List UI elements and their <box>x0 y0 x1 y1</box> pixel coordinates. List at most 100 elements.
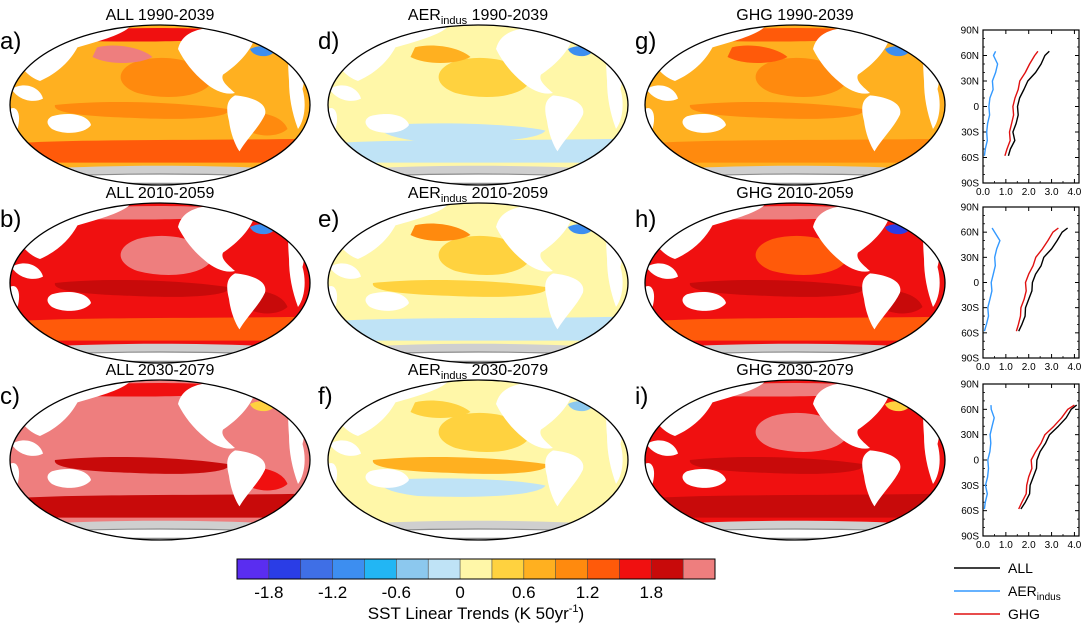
panel-title: GHG 1990-2039 <box>736 7 854 24</box>
y-tick-label: 30N <box>961 430 979 441</box>
series-line-aer <box>983 405 995 510</box>
panel-title: AERindus 2010-2059 <box>408 185 548 205</box>
land-greenland <box>894 204 917 217</box>
y-tick-label: 60N <box>961 51 979 62</box>
trend-patch-nwpac <box>410 223 471 241</box>
land-antarctica <box>22 352 298 361</box>
land-greenland <box>259 381 282 394</box>
land-antarctica <box>22 174 298 183</box>
land-south-america <box>862 450 900 506</box>
panel-label: f) <box>318 383 333 410</box>
land-australia <box>366 292 410 311</box>
colorbar-tick-label: 0 <box>455 583 464 602</box>
series-line-aer <box>983 50 999 156</box>
y-tick-label: 90S <box>961 354 979 365</box>
trend-patch-soc <box>645 316 945 341</box>
panel-label: a) <box>0 28 21 55</box>
profile-frame <box>982 29 1080 184</box>
x-tick-label: 1.0 <box>999 362 1013 373</box>
land-asia-south <box>12 263 44 278</box>
colorbar-frame <box>236 558 716 580</box>
colorbar-swatch <box>587 559 620 579</box>
y-tick-label: 0 <box>973 278 979 289</box>
colorbar-swatch <box>237 559 270 579</box>
series-line-aer <box>983 227 1001 332</box>
series-line-all <box>1020 404 1078 510</box>
x-tick-label: 1.0 <box>999 540 1013 551</box>
panel-label: c) <box>0 383 20 410</box>
trend-patch-npac <box>438 412 531 452</box>
trend-patch-trop <box>372 279 547 297</box>
trend-patch-trop <box>54 279 229 297</box>
trend-patch-npac <box>438 235 531 275</box>
land-south-america <box>862 273 900 329</box>
panel-title: ALL 2010-2059 <box>106 185 215 202</box>
trend-patch-trop <box>689 279 864 297</box>
y-tick-label: 60S <box>961 153 979 164</box>
map-frame <box>9 202 311 364</box>
x-tick-label: 2.0 <box>1022 362 1036 373</box>
trend-patch-npac <box>120 57 213 97</box>
x-tick-label: 1.0 <box>999 187 1013 198</box>
panel-label: h) <box>635 206 656 233</box>
trend-patch-soc <box>10 493 310 518</box>
land-australia <box>683 469 727 488</box>
series-line-ghg <box>1004 50 1039 157</box>
land-antarctica <box>340 352 616 361</box>
y-tick-label: 90N <box>961 203 979 214</box>
x-tick-label: 3.0 <box>1045 362 1059 373</box>
colorbar-tick-label: 0.6 <box>512 583 536 602</box>
land-australia <box>366 469 410 488</box>
y-tick-label: 60S <box>961 328 979 339</box>
colorbar-swatch <box>428 559 461 579</box>
series-line-ghg <box>1018 404 1075 510</box>
land-australia <box>683 114 727 133</box>
x-tick-label: 3.0 <box>1045 540 1059 551</box>
trend-patch-nwpac <box>410 45 471 63</box>
x-tick-label: 0.0 <box>976 187 990 198</box>
y-tick-label: 90N <box>961 380 979 391</box>
x-tick-label: 2.0 <box>1022 187 1036 198</box>
map-panel: b) ALL 2010-2059 <box>0 185 311 364</box>
land-south-america <box>545 95 583 151</box>
map-frame <box>644 379 946 541</box>
land-antarctica <box>22 529 298 538</box>
panel-label: d) <box>318 28 339 55</box>
map-panel: g) GHG 1990-2039 <box>635 7 946 186</box>
trend-patch-spac <box>381 478 546 497</box>
profile-legend: ALL AERindus GHG <box>954 560 1061 622</box>
colorbar-swatch <box>300 559 333 579</box>
colorbar-swatch <box>460 559 493 579</box>
trend-patch-spac <box>381 123 546 142</box>
colorbar-swatch <box>523 559 556 579</box>
colorbar-tick-label: 1.8 <box>639 583 663 602</box>
land-greenland <box>259 26 282 39</box>
land-asia-south <box>12 85 44 100</box>
y-tick-label: 60N <box>961 228 979 239</box>
x-tick-label: 4.0 <box>1067 540 1081 551</box>
colorbar-swatch <box>619 559 652 579</box>
panel-label: i) <box>635 383 648 410</box>
land-south-america <box>862 95 900 151</box>
trend-patch-soc <box>328 316 628 341</box>
series-line-ghg <box>1015 227 1059 332</box>
y-tick-label: 90S <box>961 532 979 543</box>
land-antarctica <box>340 174 616 183</box>
land-australia <box>48 469 92 488</box>
land-australia <box>366 114 410 133</box>
map-panel: d) AERindus 1990-2039 <box>318 7 629 186</box>
panel-title: AERindus 1990-2039 <box>408 7 548 27</box>
trend-patch-nwpac <box>727 45 788 63</box>
y-tick-label: 0 <box>973 456 979 467</box>
map-frame <box>327 379 629 541</box>
panel-title: ALL 1990-2039 <box>106 7 215 24</box>
y-tick-label: 30S <box>961 481 979 492</box>
series-line-all <box>1007 50 1050 156</box>
panel-label: g) <box>635 28 656 55</box>
land-asia-south <box>12 440 44 455</box>
map-panel: c) ALL 2030-2079 <box>0 362 311 541</box>
y-tick-label: 60N <box>961 405 979 416</box>
colorbar-swatch <box>491 559 525 579</box>
